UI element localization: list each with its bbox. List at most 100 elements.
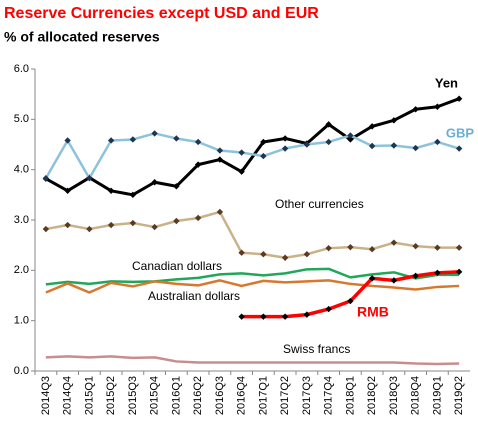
data-point: [238, 249, 245, 256]
series-label: Yen: [435, 75, 458, 90]
data-point: [107, 187, 115, 195]
data-point: [390, 142, 398, 149]
data-point: [216, 147, 224, 154]
x-tick-label: 2017Q3: [301, 376, 313, 415]
data-point: [303, 141, 311, 148]
data-point: [390, 117, 398, 124]
data-point: [107, 221, 115, 229]
y-tick-label: 1.0: [14, 315, 29, 327]
data-point: [238, 149, 245, 156]
series-label: Canadian dollars: [132, 259, 222, 273]
data-point: [325, 138, 332, 146]
x-tick-label: 2016Q2: [192, 376, 204, 415]
x-tick-label: 2018Q3: [388, 376, 400, 415]
data-point: [368, 245, 376, 253]
y-tick-label: 4.0: [14, 164, 29, 176]
data-point: [64, 187, 71, 195]
y-tick-label: 3.0: [14, 214, 29, 226]
x-tick-label: 2016Q3: [214, 376, 226, 415]
data-point: [194, 214, 202, 222]
data-point: [173, 217, 180, 225]
data-point: [281, 135, 289, 142]
x-tick-label: 2015Q1: [83, 376, 95, 415]
data-point: [347, 136, 354, 143]
x-tick-label: 2017Q1: [257, 376, 269, 415]
data-point: [368, 275, 376, 282]
data-point: [173, 183, 180, 190]
data-point: [129, 191, 137, 199]
x-tick-label: 2017Q4: [323, 376, 335, 415]
x-tick-label: 2017Q2: [279, 376, 291, 415]
data-point: [455, 95, 463, 102]
data-point: [434, 244, 441, 251]
series-line: [45, 97, 460, 197]
data-point: [173, 135, 180, 142]
x-tick-label: 2019Q1: [431, 376, 443, 415]
data-point: [64, 137, 71, 144]
y-tick-label: 5.0: [14, 113, 29, 125]
data-point: [260, 138, 267, 146]
data-point: [303, 311, 311, 318]
data-point: [455, 244, 463, 251]
y-tick-label: 0.0: [14, 365, 29, 377]
data-point: [434, 269, 441, 277]
data-point: [151, 130, 158, 137]
data-point: [390, 277, 398, 284]
chart-title: Reserve Currencies except USD and EUR: [4, 5, 319, 22]
data-point: [129, 136, 137, 143]
data-point: [64, 221, 71, 229]
data-point: [238, 168, 245, 175]
series-label: Other currencies: [275, 197, 364, 211]
data-point: [281, 313, 289, 320]
series-line: [45, 355, 460, 366]
data-point: [325, 244, 332, 252]
data-point: [107, 137, 115, 144]
data-point: [303, 251, 311, 258]
series-label: Swiss francs: [283, 342, 350, 356]
series-line: [45, 279, 460, 294]
data-point: [455, 268, 463, 276]
data-point: [368, 123, 376, 130]
data-point: [281, 145, 289, 152]
data-point: [434, 103, 441, 110]
data-point: [216, 156, 224, 163]
data-point: [216, 208, 224, 216]
data-point: [260, 313, 267, 320]
series-line: [45, 267, 460, 286]
series-label: Australian dollars: [148, 289, 240, 303]
series-line: [45, 210, 460, 259]
data-point: [86, 175, 93, 182]
x-tick-label: 2015Q2: [105, 376, 117, 415]
data-point: [390, 239, 398, 246]
x-tick-label: 2016Q4: [236, 376, 248, 415]
x-tick-label: 2014Q4: [62, 376, 74, 415]
data-point: [412, 272, 419, 280]
x-tick-label: 2016Q1: [170, 376, 182, 415]
y-tick-label: 2.0: [14, 264, 29, 276]
data-point: [434, 138, 441, 146]
data-point: [260, 152, 267, 160]
x-tick-label: 2018Q1: [344, 376, 356, 415]
data-point: [151, 223, 158, 231]
data-point: [412, 144, 419, 152]
data-point: [194, 138, 202, 146]
chart-subtitle: % of allocated reserves: [4, 29, 160, 45]
data-point: [42, 175, 50, 182]
data-point: [412, 242, 419, 250]
data-point: [412, 106, 419, 113]
data-point: [325, 121, 332, 128]
x-tick-label: 2015Q3: [127, 376, 139, 415]
x-tick-label: 2015Q4: [149, 376, 161, 415]
data-point: [347, 297, 354, 305]
data-point: [368, 142, 376, 150]
y-tick-label: 6.0: [14, 63, 29, 75]
data-point: [325, 305, 332, 313]
data-point: [151, 179, 158, 186]
series-label: GBP: [446, 125, 475, 140]
data-point: [129, 219, 137, 227]
series-line: [44, 132, 460, 180]
data-point: [455, 145, 463, 152]
x-tick-label: 2019Q2: [453, 376, 465, 415]
series-label: RMB: [357, 304, 389, 320]
